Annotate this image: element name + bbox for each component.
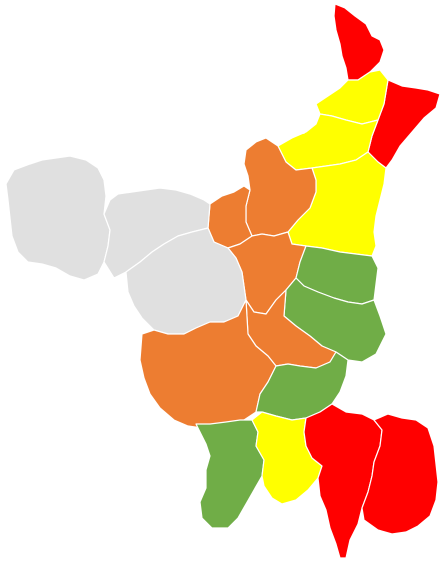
district-d07	[207, 185, 253, 249]
district-d20	[361, 413, 439, 535]
map-notch	[294, 118, 312, 134]
district-d11	[125, 227, 247, 335]
district-d19	[303, 403, 383, 559]
district-d01	[333, 3, 385, 81]
district-d09	[5, 155, 111, 281]
district-d18	[251, 411, 323, 505]
district-d17	[195, 419, 265, 529]
